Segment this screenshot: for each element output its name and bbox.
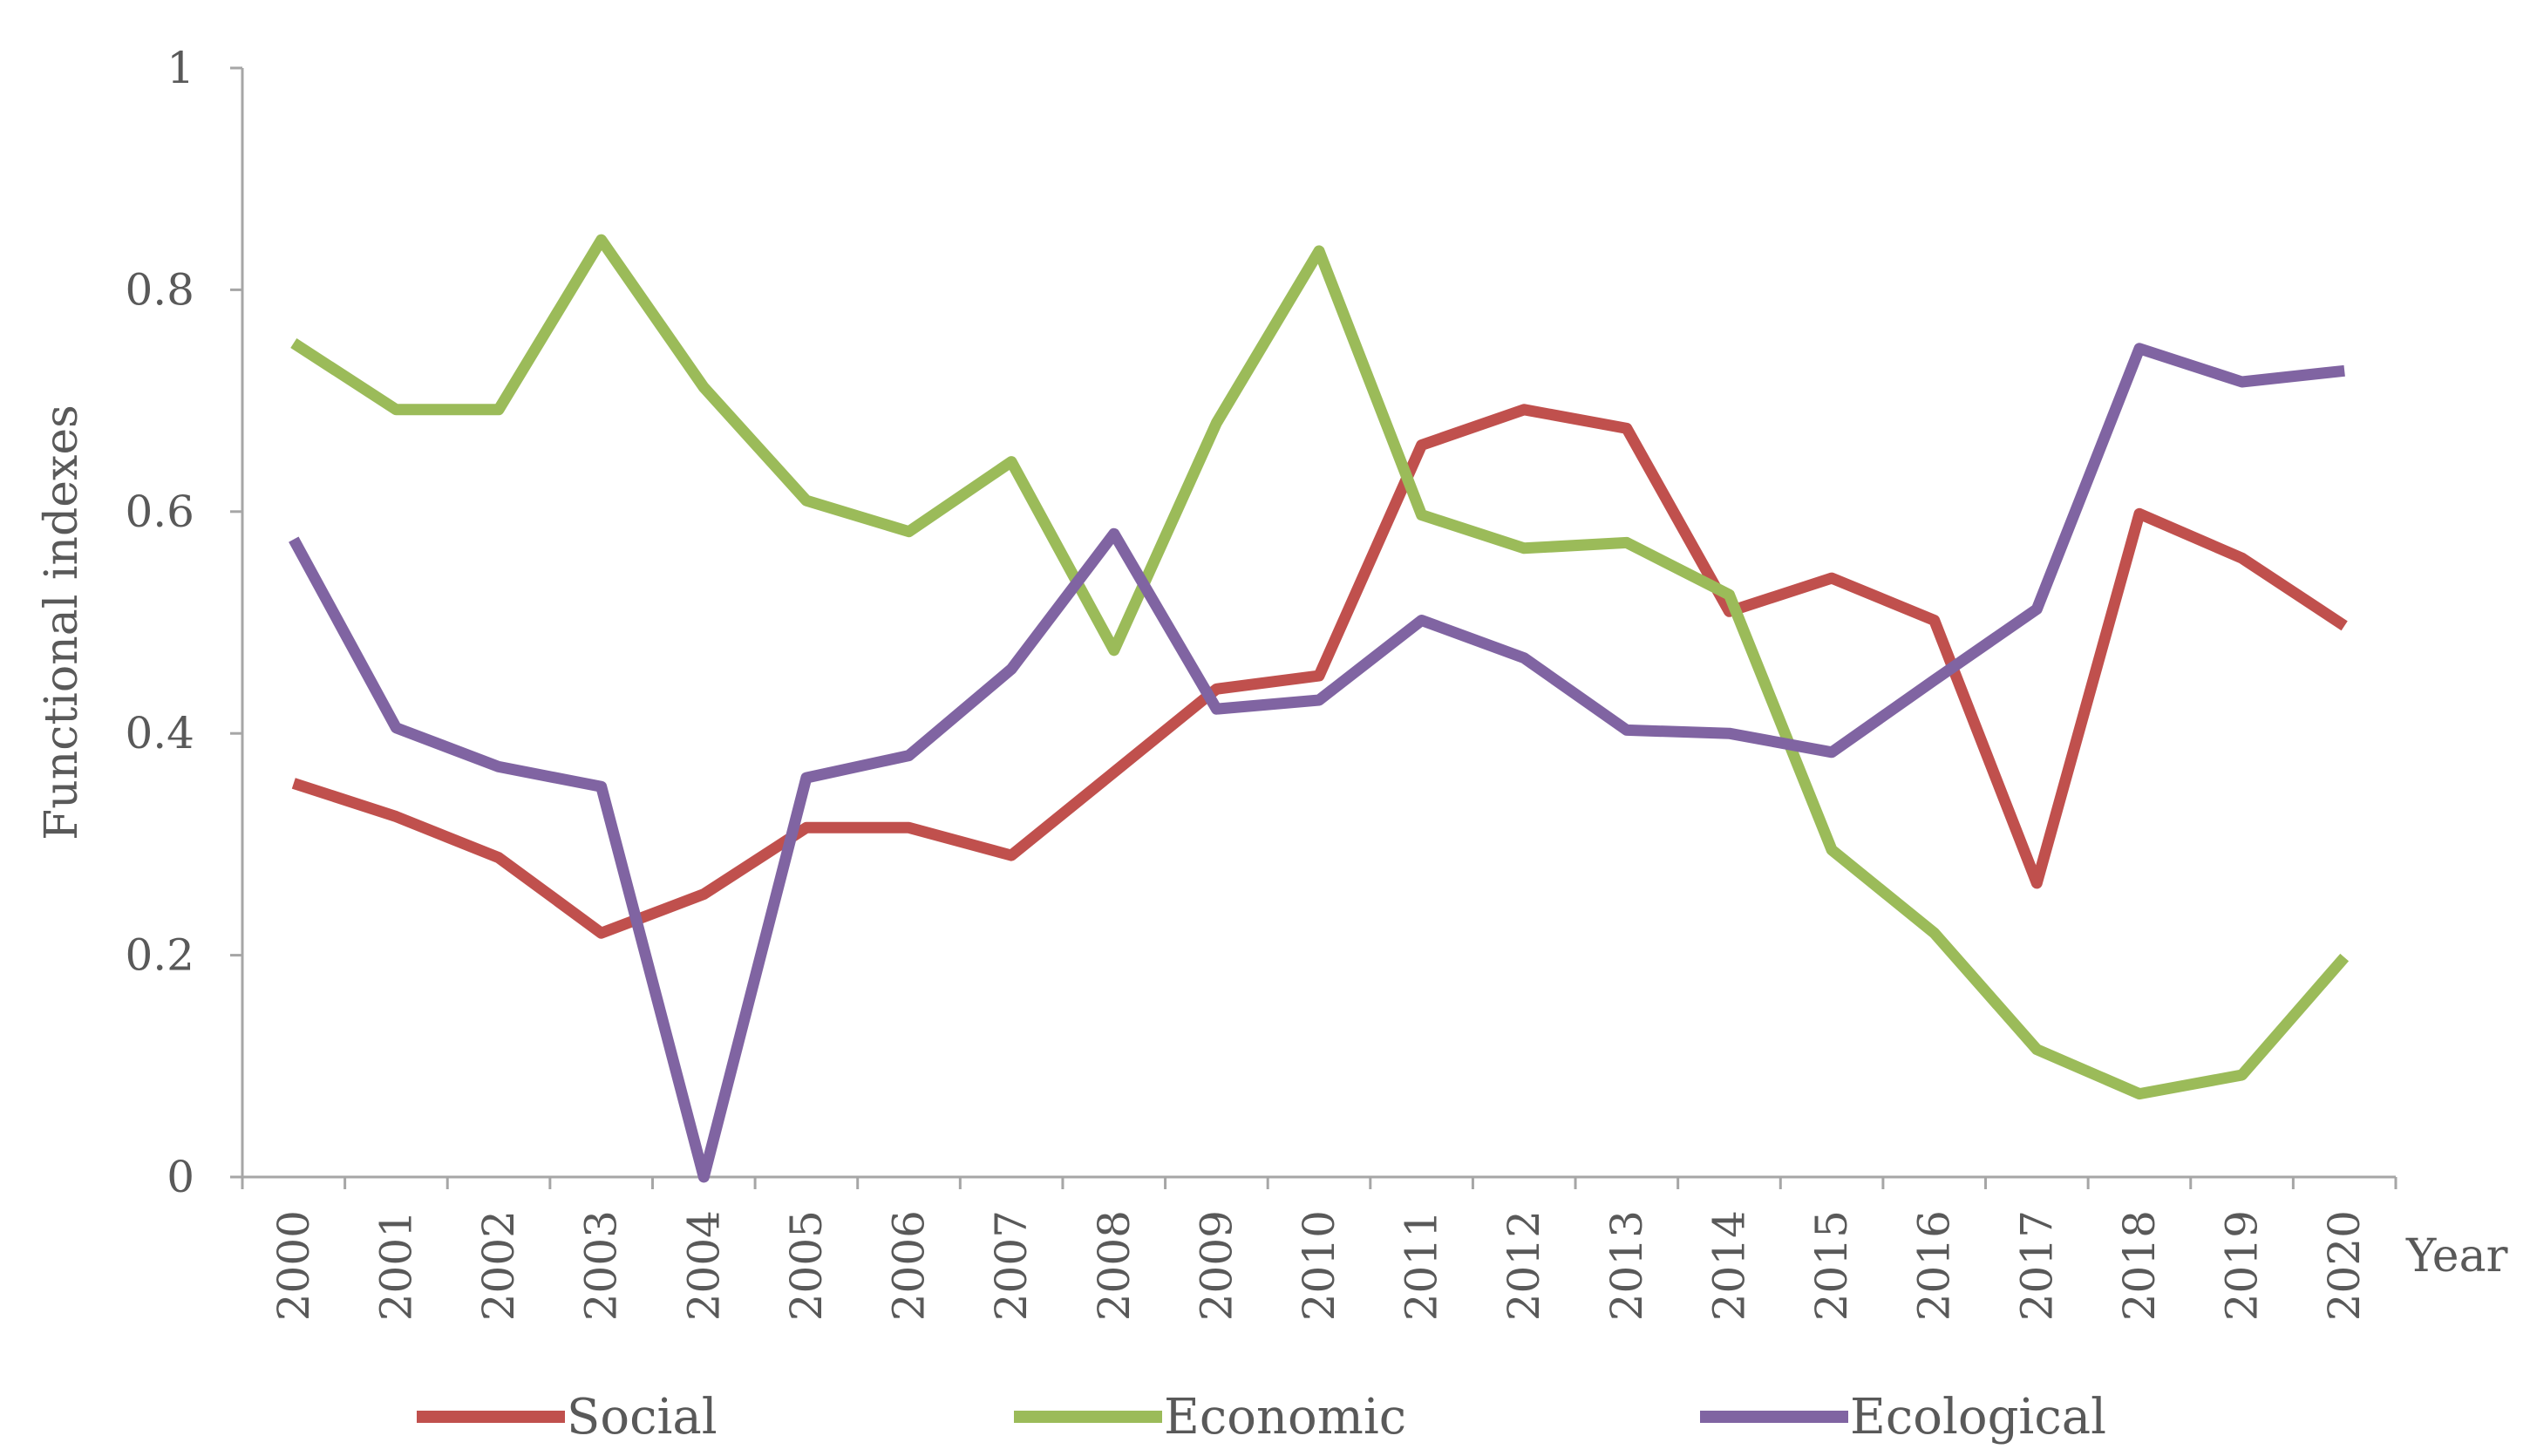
x-tick-label: 2015	[1806, 1210, 1857, 1321]
legend-label-ecological: Ecological	[1850, 1389, 2106, 1446]
x-axis: 2000 2001 2002 2003 2004 2005 2006 2007 2008 2009…	[241, 1175, 2397, 1321]
x-axis-title: Year	[2405, 1230, 2508, 1283]
y-tick-label: 1	[167, 43, 194, 93]
series-line-ecological	[289, 343, 2345, 1183]
x-tick-label: 2004	[678, 1210, 729, 1321]
x-tick-label: 2016	[1909, 1210, 1960, 1321]
x-tick-label: 2003	[576, 1210, 627, 1321]
x-tick-label: 2001	[371, 1210, 421, 1321]
legend: Social Economic Ecological	[417, 1389, 2106, 1446]
x-tick-label: 2012	[1499, 1210, 1549, 1321]
y-tick-label: 0.6	[125, 486, 194, 537]
x-tick-label: 2009	[1191, 1210, 1241, 1321]
x-tick-label: 2008	[1089, 1210, 1139, 1321]
x-tick-label: 2010	[1294, 1210, 1344, 1321]
legend-label-economic: Economic	[1164, 1389, 1406, 1446]
y-axis: 0 0.2 0.4 0.6 0.8 1	[125, 43, 244, 1202]
x-tick-label: 2007	[986, 1210, 1037, 1321]
x-tick-label: 2000	[269, 1210, 319, 1321]
y-tick-label: 0.2	[125, 930, 194, 981]
x-tick-label: 2018	[2114, 1210, 2165, 1321]
x-tick-label: 2005	[781, 1210, 832, 1321]
y-axis-title: Functional indexes	[36, 405, 88, 840]
y-tick-label: 0.4	[125, 708, 194, 759]
x-tick-label: 2020	[2319, 1210, 2370, 1321]
series-line-economic	[290, 234, 2350, 1100]
x-tick-label: 2002	[473, 1210, 524, 1321]
x-tick-label: 2013	[1602, 1210, 1652, 1321]
x-tick-label: 2017	[2011, 1210, 2062, 1321]
series-line-social	[291, 404, 2348, 939]
x-tick-label: 2014	[1704, 1210, 1754, 1321]
y-tick-label: 0	[167, 1152, 194, 1202]
y-tick-label: 0.8	[125, 264, 194, 315]
legend-label-social: Social	[567, 1389, 718, 1446]
x-tick-label: 2019	[2217, 1210, 2268, 1321]
series-lines	[289, 234, 2350, 1183]
x-tick-label: 2011	[1397, 1210, 1447, 1321]
x-tick-label: 2006	[884, 1210, 935, 1321]
